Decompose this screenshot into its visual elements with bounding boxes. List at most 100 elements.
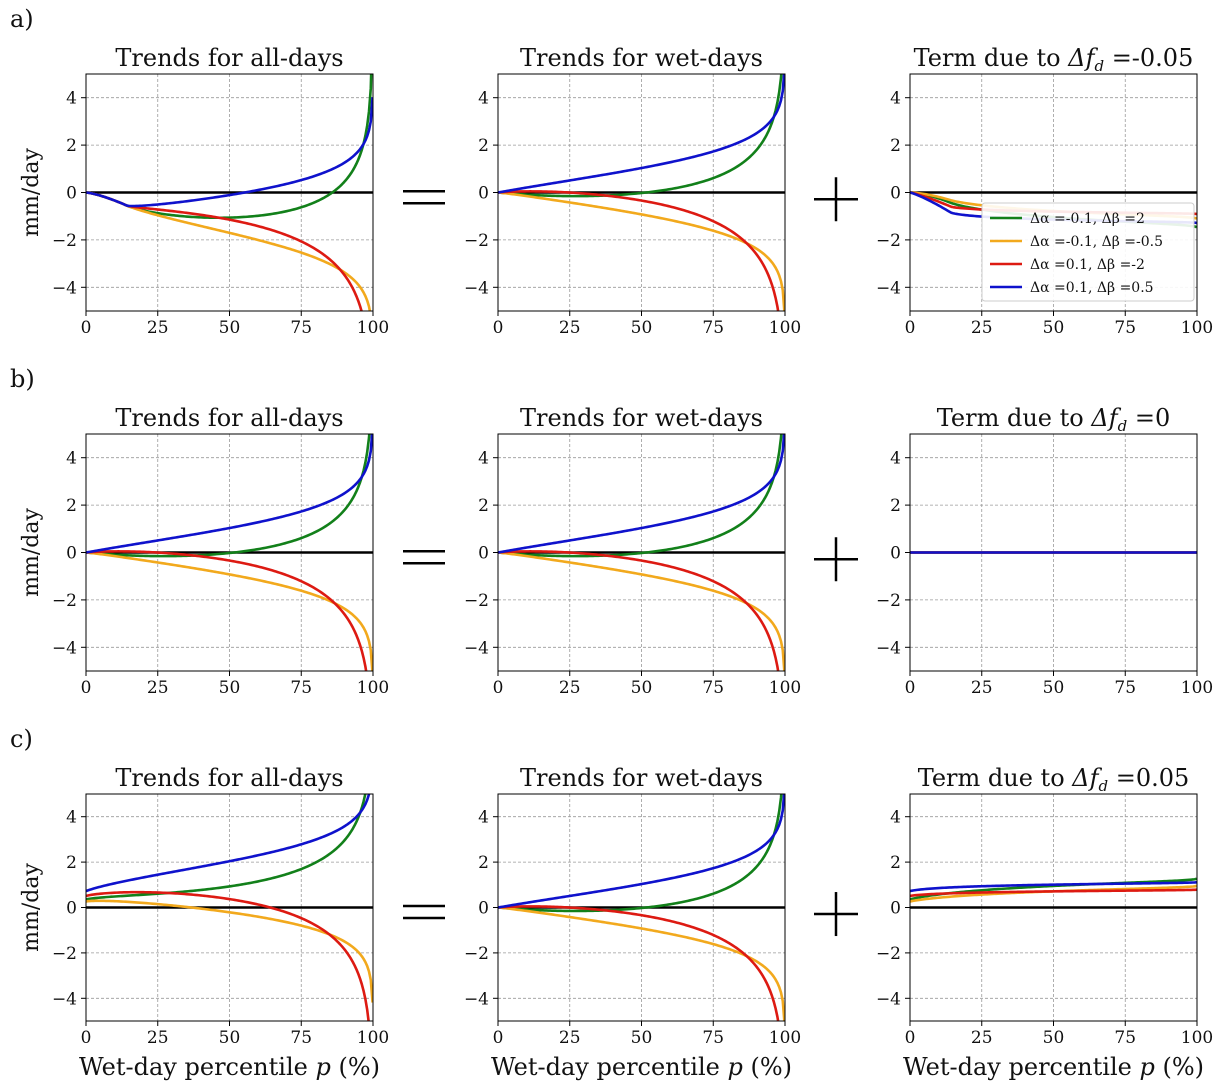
y-tick-label: 2 <box>66 136 77 156</box>
figure-row-b: b) 0 25 50 75 100 4 2 0 −2 −4 Trends for all-days mm… <box>10 365 1213 698</box>
panel-wet-days: 0 25 50 75 100 4 2 0 −2 −4 Trends for wet-days <box>464 44 801 338</box>
x-tick-label: 0 <box>81 678 92 698</box>
panel-all-days: 0 25 50 75 100 4 2 0 −2 −4 Trends for all-days mm/d… <box>19 404 389 698</box>
legend: Δα =-0.1, Δβ =2 Δα =-0.1, Δβ =-0.5 Δα =0.1… <box>981 202 1195 302</box>
panel-term-days: 0 25 50 75 100 4 2 0 −2 −4 Term due to Δfd =0 <box>876 404 1213 698</box>
y-tick-label: 2 <box>890 853 901 873</box>
y-tick-label: −4 <box>464 638 489 658</box>
series-line-1 <box>498 74 783 198</box>
x-tick-label: 25 <box>559 678 581 698</box>
legend-box <box>981 202 1195 302</box>
series-line-4 <box>498 794 785 909</box>
y-tick-label: −2 <box>52 591 77 611</box>
y-tick-label: 2 <box>890 496 901 516</box>
series-line-3 <box>86 890 370 1021</box>
y-tick-label: 0 <box>66 899 77 919</box>
x-tick-label: 0 <box>905 318 916 338</box>
x-tick-label: 100 <box>769 318 801 338</box>
y-tick-label: −4 <box>876 278 901 298</box>
y-tick-label: −2 <box>876 944 901 964</box>
series-line-2 <box>498 551 785 671</box>
y-axis-label: mm/day <box>19 148 44 237</box>
legend-entry: Δα =-0.1, Δβ =2 <box>1030 211 1145 227</box>
x-tick-label: 25 <box>559 318 581 338</box>
y-tick-label: 0 <box>478 899 489 919</box>
x-tick-label: 50 <box>1043 1028 1065 1048</box>
x-tick-label: 50 <box>1043 678 1065 698</box>
x-tick-label: 75 <box>702 1028 724 1048</box>
x-tick-label: 25 <box>559 1028 581 1048</box>
series-line-4 <box>910 880 1197 893</box>
figure-row-a: a) 0 25 50 75 100 4 2 0 −2 −4 Trends for all-days mm… <box>10 5 1213 338</box>
y-tick-label: 0 <box>478 544 489 564</box>
equals-sign <box>403 549 445 565</box>
y-tick-label: −2 <box>52 231 77 251</box>
panel-all-days: 0 25 50 75 100 4 2 0 −2 −4 Trends for all-days mm/d… <box>19 44 389 338</box>
x-tick-label: 50 <box>631 678 653 698</box>
y-tick-label: 0 <box>890 899 901 919</box>
y-tick-label: −4 <box>876 638 901 658</box>
panel-title: Trends for all-days <box>115 764 343 792</box>
panel-all-days: 0 25 50 75 100 4 2 0 −2 −4 Trends for all-days mm/d… <box>19 764 389 1081</box>
y-tick-label: −4 <box>464 989 489 1009</box>
y-tick-label: 2 <box>478 853 489 873</box>
series-line-2 <box>86 551 373 671</box>
y-tick-label: 0 <box>478 184 489 204</box>
y-tick-label: −2 <box>52 944 77 964</box>
x-tick-label: 75 <box>702 318 724 338</box>
y-tick-label: −2 <box>876 231 901 251</box>
y-axis-label: mm/day <box>19 863 44 952</box>
panel-title: Trends for wet-days <box>520 404 763 432</box>
y-tick-label: 2 <box>890 136 901 156</box>
x-tick-label: 75 <box>290 678 312 698</box>
x-tick-label: 50 <box>1043 318 1065 338</box>
y-axis-label: mm/day <box>19 508 44 597</box>
x-tick-label: 75 <box>290 318 312 338</box>
x-tick-label: 100 <box>357 678 389 698</box>
y-tick-label: −2 <box>876 591 901 611</box>
row-label: a) <box>10 5 34 33</box>
series-line-2 <box>498 191 785 311</box>
x-tick-label: 50 <box>219 1028 241 1048</box>
y-tick-label: −2 <box>464 231 489 251</box>
x-tick-label: 75 <box>1114 678 1136 698</box>
y-tick-label: −4 <box>52 989 77 1009</box>
x-tick-label: 75 <box>290 1028 312 1048</box>
x-tick-label: 0 <box>493 678 504 698</box>
panel-term-days: 0 25 50 75 100 4 2 0 −2 −4 Term due to Δfd =0.05 We… <box>876 764 1213 1081</box>
legend-entry: Δα =0.1, Δβ =0.5 <box>1030 280 1154 296</box>
y-tick-label: −2 <box>464 591 489 611</box>
x-axis-label: Wet-day percentile p (%) <box>903 1053 1204 1081</box>
series-line-1 <box>498 434 783 558</box>
legend-entry: Δα =0.1, Δβ =-2 <box>1030 257 1145 273</box>
x-tick-label: 25 <box>147 678 169 698</box>
y-tick-label: 0 <box>66 544 77 564</box>
equals-sign <box>403 904 445 920</box>
x-tick-label: 100 <box>1181 1028 1213 1048</box>
series-line-1 <box>86 794 367 901</box>
panel-title: Term due to Δfd =0 <box>937 404 1170 435</box>
x-tick-label: 100 <box>769 1028 801 1048</box>
y-tick-label: 4 <box>478 449 489 469</box>
equals-sign <box>403 189 445 205</box>
x-axis-label: Wet-day percentile p (%) <box>79 1053 380 1081</box>
y-tick-label: −2 <box>464 944 489 964</box>
row-label: b) <box>10 365 35 393</box>
panel-term-days: 0 25 50 75 100 4 2 0 −2 −4 Term due to Δfd =-0.05 Δ… <box>876 44 1213 338</box>
y-tick-label: 4 <box>66 808 77 828</box>
series-line-3 <box>910 888 1197 898</box>
y-tick-label: 0 <box>66 184 77 204</box>
y-tick-label: −4 <box>464 278 489 298</box>
y-tick-label: 4 <box>478 808 489 828</box>
panel-title: Term due to Δfd =-0.05 <box>914 44 1194 75</box>
panel-title: Trends for wet-days <box>520 44 763 72</box>
x-tick-label: 25 <box>971 1028 993 1048</box>
panel-title: Trends for wet-days <box>520 764 763 792</box>
series-line-4 <box>498 434 785 554</box>
panel-title: Trends for all-days <box>115 404 343 432</box>
y-tick-label: 0 <box>890 544 901 564</box>
series-line-4 <box>86 794 371 893</box>
series-line-2 <box>498 906 785 1021</box>
legend-entry: Δα =-0.1, Δβ =-0.5 <box>1030 234 1163 250</box>
x-tick-label: 100 <box>357 318 389 338</box>
